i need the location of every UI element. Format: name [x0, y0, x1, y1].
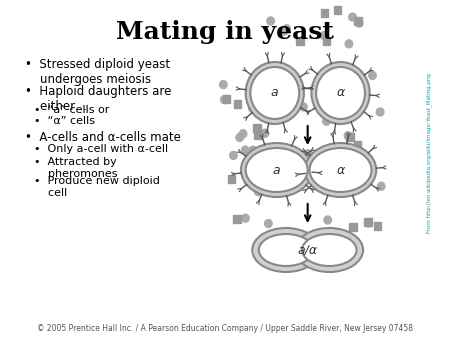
Bar — [355, 17, 362, 25]
Text: Mating in yeast: Mating in yeast — [116, 20, 334, 44]
Bar — [342, 153, 350, 161]
Bar — [335, 145, 343, 153]
Bar — [320, 9, 328, 17]
Ellipse shape — [311, 62, 369, 124]
Text: From http://en.wikipedia.org/wiki/Image:Yeast_Mating.png: From http://en.wikipedia.org/wiki/Image:… — [426, 73, 432, 233]
Bar — [346, 133, 354, 141]
Circle shape — [249, 104, 256, 113]
Circle shape — [261, 129, 269, 137]
Circle shape — [333, 147, 341, 155]
Circle shape — [239, 130, 247, 138]
Text: •  “α” cells: • “α” cells — [34, 116, 95, 126]
Text: α: α — [337, 87, 345, 99]
Text: α: α — [337, 164, 345, 176]
Circle shape — [230, 151, 237, 160]
Bar — [354, 141, 361, 149]
Circle shape — [283, 25, 290, 33]
Ellipse shape — [241, 143, 312, 197]
Circle shape — [280, 27, 288, 35]
Ellipse shape — [259, 234, 313, 266]
Text: •  Attracted by
    pheromones: • Attracted by pheromones — [34, 157, 118, 178]
Circle shape — [324, 216, 332, 224]
Text: a/α: a/α — [297, 243, 318, 257]
Bar — [253, 124, 261, 132]
Circle shape — [269, 245, 276, 253]
Bar — [349, 223, 357, 231]
Circle shape — [220, 81, 227, 89]
Ellipse shape — [296, 228, 363, 272]
Ellipse shape — [246, 62, 304, 124]
Bar — [281, 231, 288, 239]
Bar — [233, 215, 241, 223]
Ellipse shape — [246, 148, 308, 192]
Bar — [357, 161, 365, 169]
Circle shape — [266, 106, 273, 114]
Text: •  A-cells and α-cells mate: • A-cells and α-cells mate — [25, 131, 181, 144]
Circle shape — [269, 84, 276, 92]
Circle shape — [356, 19, 363, 27]
Circle shape — [292, 88, 300, 96]
Circle shape — [345, 40, 353, 48]
Text: a: a — [273, 164, 280, 176]
Circle shape — [320, 31, 328, 40]
Text: •  “a” cells or: • “a” cells or — [34, 105, 110, 115]
Circle shape — [220, 96, 228, 104]
Circle shape — [323, 117, 330, 125]
Text: •  Produce new diploid
    cell: • Produce new diploid cell — [34, 176, 160, 198]
Text: •  Stressed diploid yeast
    undergoes meiosis: • Stressed diploid yeast undergoes meios… — [25, 58, 170, 86]
Circle shape — [259, 104, 266, 112]
Bar — [364, 218, 372, 226]
Bar — [339, 234, 346, 242]
Circle shape — [242, 214, 249, 222]
Bar — [254, 131, 262, 139]
Bar — [234, 100, 241, 108]
Ellipse shape — [316, 67, 365, 119]
Text: •  Haploid daughters are
    either…: • Haploid daughters are either… — [25, 85, 171, 113]
Circle shape — [376, 108, 384, 116]
Bar — [283, 238, 290, 246]
Circle shape — [344, 132, 352, 140]
Bar — [335, 179, 342, 188]
Circle shape — [328, 81, 336, 90]
Bar — [332, 111, 339, 119]
Bar — [323, 37, 330, 45]
Text: •  Only a-cell with α-cell: • Only a-cell with α-cell — [34, 144, 168, 154]
Circle shape — [300, 103, 307, 111]
Circle shape — [378, 182, 385, 190]
Bar — [334, 6, 342, 14]
Ellipse shape — [305, 143, 376, 197]
Circle shape — [255, 188, 262, 196]
Ellipse shape — [250, 67, 299, 119]
Bar — [374, 222, 382, 230]
Ellipse shape — [310, 148, 372, 192]
Circle shape — [236, 134, 243, 141]
Text: a: a — [271, 87, 279, 99]
Ellipse shape — [252, 228, 320, 272]
Circle shape — [265, 220, 272, 227]
Bar — [250, 160, 257, 168]
Bar — [228, 174, 235, 183]
Circle shape — [304, 150, 311, 158]
Circle shape — [306, 161, 313, 169]
Circle shape — [249, 146, 256, 154]
Circle shape — [257, 76, 265, 84]
Circle shape — [253, 94, 261, 102]
Bar — [297, 37, 304, 45]
Ellipse shape — [302, 234, 356, 266]
Circle shape — [349, 13, 356, 21]
Bar — [244, 175, 252, 183]
Bar — [270, 170, 278, 178]
Circle shape — [365, 219, 373, 227]
Bar — [255, 156, 263, 165]
Bar — [223, 95, 230, 103]
Circle shape — [242, 146, 249, 154]
Text: © 2005 Prentice Hall Inc. / A Pearson Education Company / Upper Saddle River, Ne: © 2005 Prentice Hall Inc. / A Pearson Ed… — [37, 324, 413, 333]
Circle shape — [267, 17, 274, 25]
Circle shape — [369, 71, 376, 79]
